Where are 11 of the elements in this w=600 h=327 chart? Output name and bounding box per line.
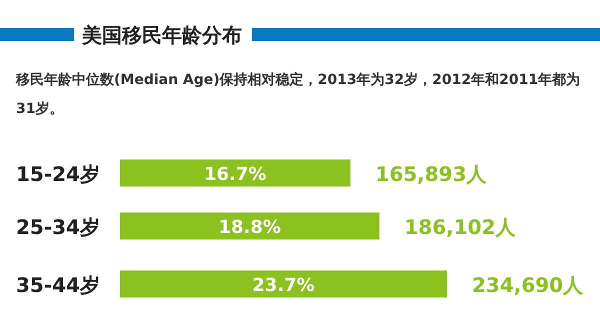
data-label: 16.7% (204, 164, 266, 185)
data-label: 18.8% (218, 217, 281, 238)
chart-title: 美国移民年龄分布 (81, 23, 242, 47)
y-tick-label: 35-44岁 (16, 273, 100, 297)
annotation: 234,690人 (472, 273, 584, 297)
data-label: 23.7% (252, 275, 315, 296)
y-tick-label: 15-24岁 (16, 162, 100, 186)
y-tick-label: 25-34岁 (16, 215, 100, 239)
annotation: 165,893人 (375, 162, 488, 186)
chart-subtitle: 移民年龄中位数(Median Age)保持相对稳定，2013年为32岁，2012年和2011年都为31岁。 (15, 71, 580, 117)
annotation: 186,102人 (404, 215, 516, 239)
